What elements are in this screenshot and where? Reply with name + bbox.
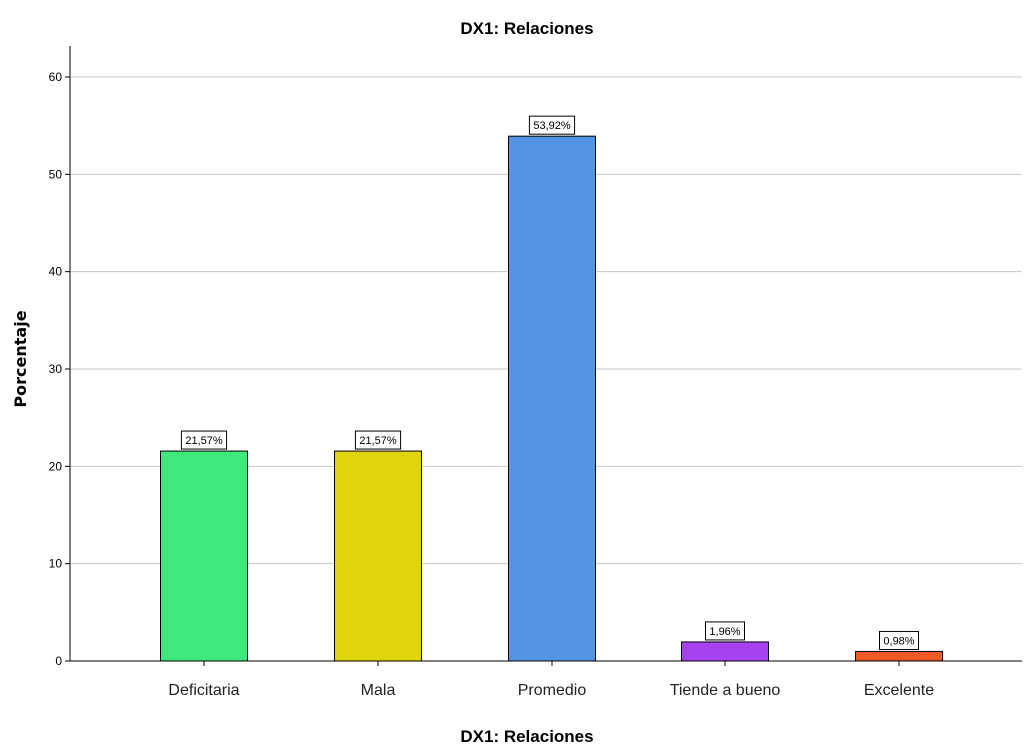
data-label-box: [528, 115, 576, 135]
bar: [334, 450, 422, 662]
data-label-box: [180, 430, 228, 450]
y-axis-ticks: 0 10 20 30 40 50 60: [49, 70, 70, 668]
y-tick-label: 50: [49, 167, 63, 181]
chart-title: DX1: Relaciones: [460, 19, 593, 38]
data-label-box: [879, 630, 919, 650]
bar: [508, 135, 596, 662]
x-axis-ticks: Deficitaria Mala Promedio Tiende a bueno Exc…: [168, 661, 934, 699]
y-tick-label: 30: [49, 362, 63, 376]
data-label-box: [705, 621, 745, 641]
data-label: 53,92%: [533, 120, 571, 132]
x-tick-label: Excelente: [864, 682, 934, 699]
x-tick-label: Mala: [361, 682, 396, 699]
x-tick-label: Tiende a bueno: [670, 682, 781, 699]
data-label: 21,57%: [185, 435, 223, 447]
data-label: 21,57%: [359, 435, 397, 447]
y-tick-label: 60: [49, 70, 63, 84]
y-tick-label: 20: [49, 459, 63, 473]
bar: [160, 450, 248, 662]
x-tick-label: Deficitaria: [168, 682, 239, 699]
x-tick-label: Promedio: [518, 682, 587, 699]
data-label-box: [354, 430, 402, 450]
x-axis-label: DX1: Relaciones: [460, 727, 593, 746]
bar: [855, 650, 943, 662]
y-tick-label: 0: [55, 654, 62, 668]
y-tick-label: 10: [49, 557, 63, 571]
y-axis-label: Porcentaje: [11, 310, 30, 407]
bars: [160, 135, 943, 662]
data-labels: 21,57% 21,57% 53,92% 1,96% 0,98%: [180, 115, 919, 650]
data-label: 0,98%: [883, 635, 914, 647]
y-tick-label: 40: [49, 265, 63, 279]
bar: [681, 641, 769, 662]
data-label: 1,96%: [709, 626, 740, 638]
